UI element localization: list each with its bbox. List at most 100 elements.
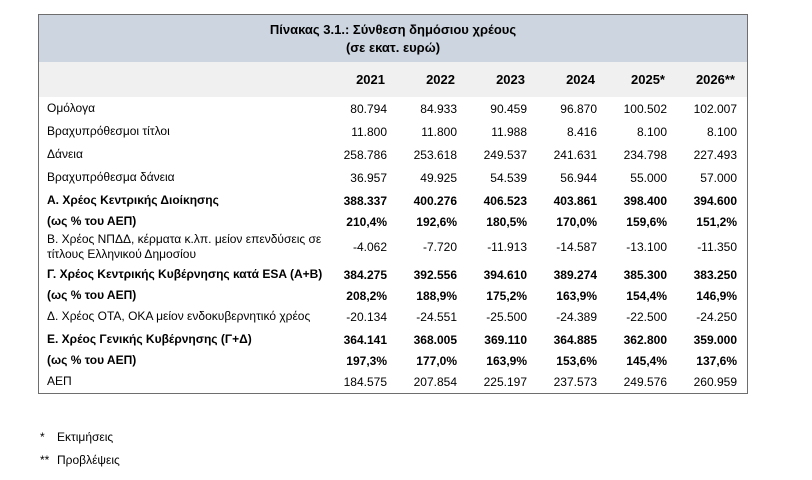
table-row: Β. Χρέος ΝΠΔΔ, κέρματα κ.λπ. μείον επενδ…: [39, 231, 747, 263]
cell-value: 84.933: [420, 101, 457, 116]
table-row: Βραχυπρόθεσμα δάνεια 36.957 49.925 54.539 56…: [39, 166, 747, 189]
row-label: ΑΕΠ: [47, 374, 72, 388]
cell-value: -13.100: [626, 240, 667, 254]
table-row: Α. Χρέος Κεντρικής Διοίκησης 388.337 400.2…: [39, 189, 747, 212]
cell-value: 80.794: [350, 101, 387, 116]
cell-value: 406.523: [483, 193, 527, 208]
cell-value: 54.539: [490, 170, 527, 185]
table-row: (ως % του ΑΕΠ) 208,2% 188,9% 175,2% 163,9% 15…: [39, 286, 747, 305]
column-header-year: 2023: [496, 72, 525, 87]
cell-value: 11.800: [421, 124, 457, 139]
cell-value: -24.551: [416, 309, 457, 324]
cell-value: 175,2%: [486, 288, 527, 303]
cell-value: 49.925: [420, 170, 457, 185]
cell-value: -11.350: [697, 240, 737, 254]
footnote: ** Προβλέψεις: [40, 453, 120, 476]
row-label: (ως % του ΑΕΠ): [47, 214, 137, 228]
table-title-band: Πίνακας 3.1.: Σύνθεση δημόσιου χρέους (σ…: [39, 15, 747, 62]
cell-value: -14.587: [556, 240, 597, 254]
table-row: ΑΕΠ 184.575 207.854 225.197 237.573 249.576 26…: [39, 370, 747, 393]
row-label: Δάνεια: [47, 147, 83, 161]
row-label: (ως % του ΑΕΠ): [47, 288, 137, 302]
footnote-text: Προβλέψεις: [57, 453, 120, 467]
cell-value: 227.493: [693, 147, 737, 162]
public-debt-table: Πίνακας 3.1.: Σύνθεση δημόσιου χρέους (σ…: [38, 14, 748, 394]
cell-value: 100.502: [623, 101, 667, 116]
cell-value: 403.861: [553, 193, 597, 208]
row-label: Βραχυπρόθεσμα δάνεια: [47, 170, 175, 184]
cell-value: 385.300: [623, 267, 667, 282]
cell-value: 388.337: [343, 193, 387, 208]
cell-value: 394.610: [483, 267, 527, 282]
cell-value: 163,9%: [486, 353, 527, 368]
column-header-year: 2025*: [631, 72, 665, 87]
table-title: Πίνακας 3.1.: Σύνθεση δημόσιου χρέους: [269, 22, 517, 37]
cell-value: 241.631: [553, 147, 597, 162]
cell-value: -24.250: [696, 309, 737, 324]
cell-value: 57.000: [700, 170, 737, 185]
cell-value: 384.275: [343, 267, 387, 282]
footnote: * Εκτιμήσεις: [40, 430, 120, 453]
cell-value: 364.141: [343, 332, 387, 347]
row-label: Α. Χρέος Κεντρικής Διοίκησης: [47, 193, 219, 207]
cell-value: 368.005: [413, 332, 457, 347]
cell-value: 11.800: [351, 124, 387, 139]
column-header-year: 2021: [356, 72, 385, 87]
cell-value: 359.000: [693, 332, 737, 347]
cell-value: 362.800: [623, 332, 667, 347]
row-label: Γ. Χρέος Κεντρικής Κυβέρνησης κατά ESA (…: [47, 267, 323, 281]
cell-value: 249.537: [483, 147, 527, 162]
footnote-marker: *: [40, 430, 45, 444]
table-header-row: 2021 2022 2023 2024 2025* 2026**: [39, 62, 747, 97]
cell-value: 154,4%: [626, 288, 667, 303]
cell-value: 151,2%: [696, 214, 737, 229]
cell-value: 400.276: [413, 193, 457, 208]
cell-value: 153,6%: [556, 353, 597, 368]
row-label: Ομόλογα: [47, 101, 96, 115]
cell-value: 369.110: [484, 332, 527, 347]
cell-value: -25.500: [486, 309, 527, 324]
cell-value: 234.798: [623, 147, 667, 162]
row-label: (ως % του ΑΕΠ): [47, 353, 137, 367]
table-body: Ομόλογα 80.794 84.933 90.459 96.870 100.502 10…: [39, 97, 747, 393]
cell-value: 392.556: [413, 267, 457, 282]
cell-value: 188,9%: [416, 288, 457, 303]
cell-value: 96.870: [560, 101, 597, 116]
cell-value: 8.100: [706, 124, 737, 139]
cell-value: 11.988: [491, 124, 527, 139]
table-row: (ως % του ΑΕΠ) 210,4% 192,6% 180,5% 170,0% 15…: [39, 212, 747, 231]
cell-value: 146,9%: [696, 288, 737, 303]
cell-value: 184.575: [343, 374, 387, 389]
cell-value: 364.885: [553, 332, 597, 347]
cell-value: 159,6%: [626, 214, 667, 229]
row-label: Βραχυπρόθεσμοι τίτλοι: [47, 124, 170, 138]
cell-value: 180,5%: [486, 214, 527, 229]
cell-value: 383.250: [693, 267, 737, 282]
table-row: (ως % του ΑΕΠ) 197,3% 177,0% 163,9% 153,6% 14…: [39, 351, 747, 370]
cell-value: -4.062: [352, 240, 387, 254]
row-label: Ε. Χρέος Γενικής Κυβέρνησης (Γ+Δ): [47, 332, 252, 346]
cell-value: 389.274: [553, 267, 597, 282]
column-header-year: 2026**: [695, 72, 735, 87]
cell-value: 90.459: [490, 101, 527, 116]
cell-value: 253.618: [413, 147, 457, 162]
cell-value: 225.197: [483, 374, 527, 389]
cell-value: -22.500: [626, 309, 667, 324]
cell-value: 8.100: [636, 124, 667, 139]
row-label: Δ. Χρέος ΟΤΑ, ΟΚΑ μείον ενδοκυβερνητικό …: [47, 309, 311, 323]
table-row: Ομόλογα 80.794 84.933 90.459 96.870 100.502 10…: [39, 97, 747, 120]
cell-value: 192,6%: [416, 214, 457, 229]
cell-value: 8.416: [566, 124, 597, 139]
cell-value: 237.573: [553, 374, 597, 389]
table-subtitle: (σε εκατ. ευρώ): [345, 40, 441, 55]
cell-value: 102.007: [693, 101, 737, 116]
cell-value: 210,4%: [346, 214, 387, 229]
table-row: Γ. Χρέος Κεντρικής Κυβέρνησης κατά ESA (…: [39, 263, 747, 286]
table-row: Ε. Χρέος Γενικής Κυβέρνησης (Γ+Δ) 364.141…: [39, 328, 747, 351]
cell-value: -20.134: [346, 309, 387, 324]
cell-value: 177,0%: [416, 353, 457, 368]
cell-value: 394.600: [693, 193, 737, 208]
table-row: Δ. Χρέος ΟΤΑ, ΟΚΑ μείον ενδοκυβερνητικό …: [39, 305, 747, 328]
table-row: Δάνεια 258.786 253.618 249.537 241.631 234.79…: [39, 143, 747, 166]
cell-value: 258.786: [343, 147, 387, 162]
